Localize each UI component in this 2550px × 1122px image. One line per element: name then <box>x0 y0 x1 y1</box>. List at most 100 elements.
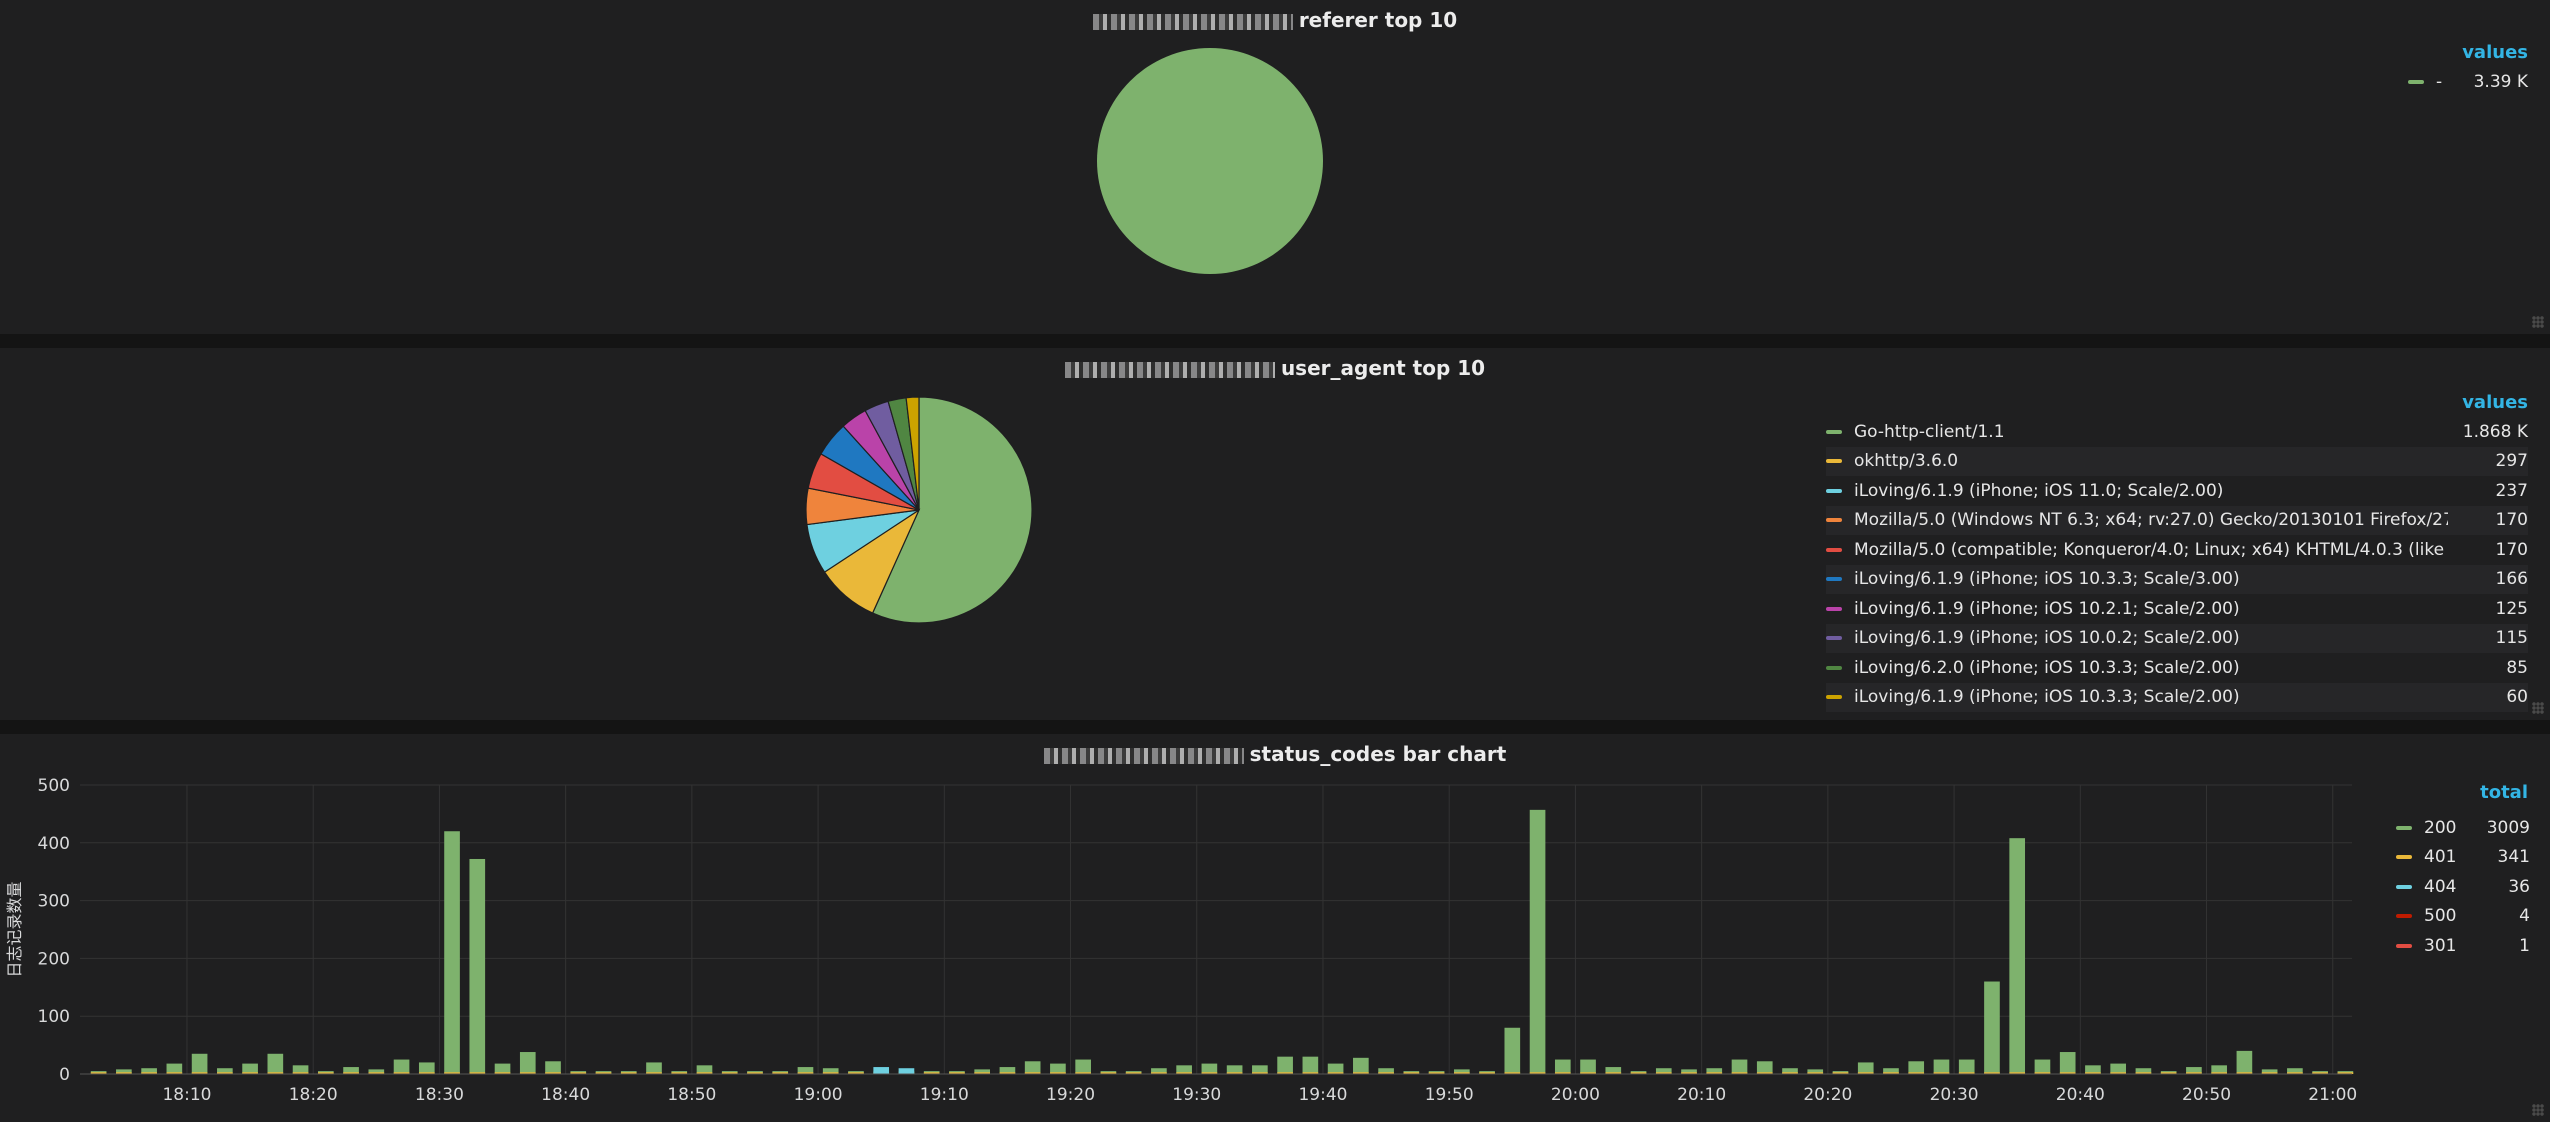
referer-pie-slice[interactable] <box>1097 48 1323 274</box>
bar-200[interactable] <box>1731 1059 1748 1074</box>
bar-401[interactable] <box>797 1072 814 1074</box>
legend-item[interactable]: iLoving/6.1.9 (iPhone; iOS 10.2.1; Scale… <box>1826 594 2528 623</box>
bar-401[interactable] <box>1706 1072 1723 1074</box>
bar-200[interactable] <box>393 1059 410 1074</box>
bar-401[interactable] <box>393 1072 410 1074</box>
bar-401[interactable] <box>646 1072 662 1074</box>
bar-200[interactable] <box>494 1063 511 1074</box>
bar-200[interactable] <box>1655 1068 1672 1074</box>
bar-401[interactable] <box>267 1072 284 1074</box>
bar-200[interactable] <box>2085 1065 2101 1074</box>
legend-item[interactable]: - 3.39 K <box>2408 67 2528 96</box>
bar-200[interactable] <box>141 1068 157 1074</box>
bar-401[interactable] <box>519 1072 536 1074</box>
bar-401[interactable] <box>1201 1072 1218 1074</box>
bar-401[interactable] <box>141 1072 157 1074</box>
bar-200[interactable] <box>191 1053 208 1074</box>
bar-401[interactable] <box>1782 1072 1798 1074</box>
bar-401[interactable] <box>1756 1072 1773 1074</box>
bar-200[interactable] <box>1226 1065 1243 1074</box>
bar-401[interactable] <box>292 1072 309 1074</box>
bar-401[interactable] <box>545 1072 561 1074</box>
bar-401[interactable] <box>1984 1072 2000 1074</box>
bar-401[interactable] <box>848 1072 864 1074</box>
bar-401[interactable] <box>217 1072 233 1074</box>
legend-item[interactable]: okhttp/3.6.0 297 <box>1826 446 2528 476</box>
panel-title[interactable]: referer top 10 <box>0 8 2550 32</box>
bar-401[interactable] <box>772 1072 789 1074</box>
bar-401[interactable] <box>1883 1072 1899 1074</box>
bar-401[interactable] <box>949 1072 965 1074</box>
bar-200[interactable] <box>343 1067 359 1074</box>
bar-200[interactable] <box>1378 1068 1394 1074</box>
ua-pie-slice[interactable] <box>905 396 920 511</box>
bar-200[interactable] <box>242 1063 258 1074</box>
panel-title[interactable]: user_agent top 10 <box>0 356 2550 380</box>
bar-200[interactable] <box>1504 1027 1521 1074</box>
bar-200[interactable] <box>1176 1065 1192 1074</box>
bar-200[interactable] <box>1327 1063 1344 1074</box>
bar-401[interactable] <box>1226 1072 1243 1074</box>
legend-item[interactable]: iLoving/6.2.0 (iPhone; iOS 10.3.3; Scale… <box>1826 653 2528 682</box>
bar-200[interactable] <box>1580 1059 1596 1074</box>
bar-200[interactable] <box>1453 1069 1470 1074</box>
bar-200[interactable] <box>1151 1068 1167 1074</box>
bar-401[interactable] <box>1302 1072 1319 1074</box>
bar-401[interactable] <box>1655 1072 1672 1074</box>
bar-401[interactable] <box>1554 1072 1571 1074</box>
bar-401[interactable] <box>116 1072 132 1074</box>
bar-200[interactable] <box>1756 1061 1773 1074</box>
bar-200[interactable] <box>2110 1063 2127 1074</box>
bar-401[interactable] <box>1807 1072 1824 1074</box>
bar-200[interactable] <box>1706 1068 1723 1074</box>
bar-401[interactable] <box>1125 1072 1142 1074</box>
bar-401[interactable] <box>747 1072 763 1074</box>
resize-handle-icon[interactable] <box>2532 702 2544 714</box>
bar-200[interactable] <box>2059 1052 2076 1074</box>
bar-401[interactable] <box>2034 1072 2051 1074</box>
bar-401[interactable] <box>1353 1072 1369 1074</box>
bar-401[interactable] <box>1580 1072 1596 1074</box>
bar-401[interactable] <box>1252 1072 1268 1074</box>
bar-200[interactable] <box>1201 1063 1218 1074</box>
bar-401[interactable] <box>1731 1072 1748 1074</box>
bar-401[interactable] <box>1378 1072 1394 1074</box>
bar-200[interactable] <box>1024 1061 1041 1074</box>
bar-200[interactable] <box>974 1069 991 1074</box>
bar-200[interactable] <box>267 1053 284 1074</box>
bar-401[interactable] <box>1681 1072 1697 1074</box>
bar-200[interactable] <box>1807 1069 1824 1074</box>
bar-404[interactable] <box>898 1068 915 1074</box>
bar-200[interactable] <box>1958 1059 1975 1074</box>
bar-401[interactable] <box>1176 1072 1192 1074</box>
bar-200[interactable] <box>1529 809 1546 1074</box>
bar-200[interactable] <box>2009 838 2026 1074</box>
bar-401[interactable] <box>2085 1072 2101 1074</box>
bar-200[interactable] <box>1252 1065 1268 1074</box>
bar-401[interactable] <box>1504 1072 1521 1074</box>
bar-401[interactable] <box>2312 1072 2328 1074</box>
bar-401[interactable] <box>923 1072 940 1074</box>
bar-401[interactable] <box>166 1072 183 1074</box>
bar-401[interactable] <box>595 1072 612 1074</box>
legend-item[interactable]: iLoving/6.1.9 (iPhone; iOS 10.3.3; Scale… <box>1826 682 2528 712</box>
bar-401[interactable] <box>620 1072 637 1074</box>
bar-200[interactable] <box>166 1063 183 1074</box>
bar-401[interactable] <box>2135 1072 2152 1074</box>
bar-200[interactable] <box>1857 1062 1874 1074</box>
panel-title[interactable]: status_codes bar chart <box>0 742 2550 766</box>
bar-200[interactable] <box>116 1069 132 1074</box>
bar-401[interactable] <box>2059 1072 2076 1074</box>
bar-200[interactable] <box>696 1065 713 1074</box>
bar-200[interactable] <box>545 1061 561 1074</box>
bar-200[interactable] <box>418 1062 435 1074</box>
bar-401[interactable] <box>1428 1072 1445 1074</box>
bar-401[interactable] <box>1151 1072 1167 1074</box>
bar-401[interactable] <box>2287 1072 2303 1074</box>
bar-200[interactable] <box>2236 1050 2253 1074</box>
bar-401[interactable] <box>317 1072 334 1074</box>
legend-item[interactable]: 301 1 <box>2396 931 2530 960</box>
bar-401[interactable] <box>1529 1072 1546 1074</box>
bar-401[interactable] <box>2337 1072 2354 1074</box>
legend-item[interactable]: Mozilla/5.0 (compatible; Konqueror/4.0; … <box>1826 535 2528 564</box>
